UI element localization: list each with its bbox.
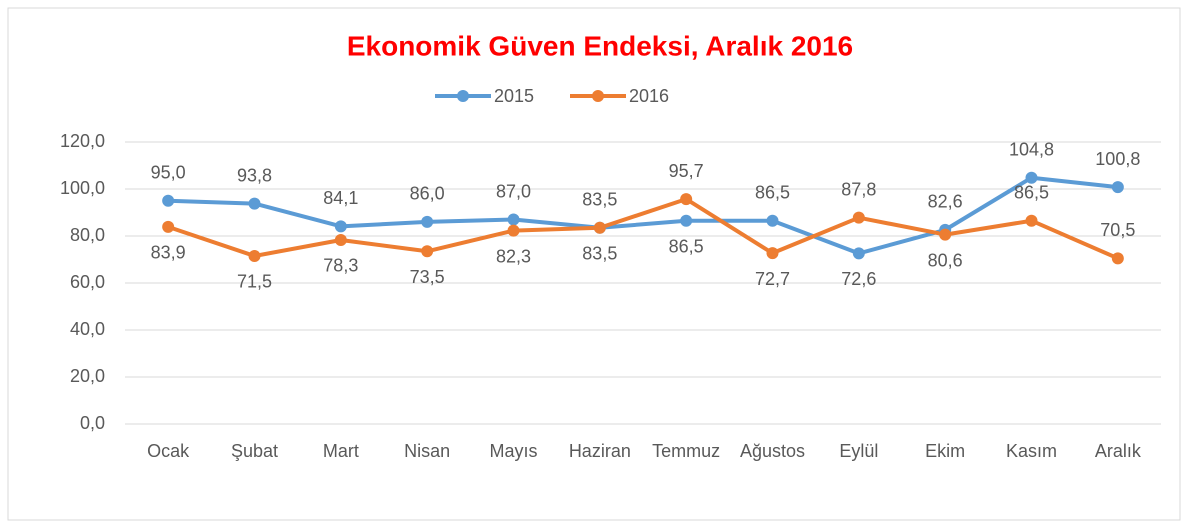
data-label: 71,5 bbox=[237, 272, 272, 292]
x-tick-label: Eylül bbox=[839, 441, 878, 461]
legend-marker bbox=[592, 90, 604, 102]
x-tick-label: Kasım bbox=[1006, 441, 1057, 461]
data-point bbox=[680, 193, 693, 206]
data-label: 86,0 bbox=[410, 184, 445, 204]
data-point bbox=[507, 224, 520, 237]
data-point bbox=[1111, 181, 1124, 194]
legend-label: 2016 bbox=[629, 86, 669, 106]
data-label: 84,1 bbox=[323, 188, 358, 208]
series-line bbox=[168, 175, 1119, 256]
data-point bbox=[507, 213, 520, 226]
data-point bbox=[680, 214, 693, 227]
y-tick-label: 0,0 bbox=[80, 413, 105, 433]
data-label: 93,8 bbox=[237, 165, 272, 185]
data-label: 82,3 bbox=[496, 246, 531, 266]
x-tick-label: Mayıs bbox=[489, 441, 537, 461]
y-tick-label: 60,0 bbox=[70, 272, 105, 292]
data-point bbox=[766, 214, 779, 227]
x-tick-label: Nisan bbox=[404, 441, 450, 461]
data-label: 83,5 bbox=[582, 244, 617, 264]
y-tick-label: 20,0 bbox=[70, 366, 105, 386]
data-point bbox=[1025, 171, 1038, 184]
data-point bbox=[852, 247, 865, 260]
data-point bbox=[593, 221, 606, 234]
y-tick-label: 120,0 bbox=[60, 131, 105, 151]
data-point bbox=[766, 247, 779, 260]
data-label: 86,5 bbox=[1014, 182, 1049, 202]
x-tick-label: Şubat bbox=[231, 441, 278, 461]
y-tick-label: 100,0 bbox=[60, 178, 105, 198]
data-label: 70,5 bbox=[1100, 220, 1135, 240]
data-label: 72,7 bbox=[755, 269, 790, 289]
data-point bbox=[248, 197, 261, 210]
x-tick-label: Aralık bbox=[1095, 441, 1142, 461]
chart-title: Ekonomik Güven Endeksi, Aralık 2016 bbox=[347, 30, 853, 61]
data-point bbox=[939, 228, 952, 241]
series-line bbox=[167, 197, 1119, 261]
data-point bbox=[1025, 214, 1038, 227]
x-tick-label: Ocak bbox=[147, 441, 190, 461]
data-label: 100,8 bbox=[1095, 149, 1140, 169]
y-tick-label: 80,0 bbox=[70, 225, 105, 245]
data-point bbox=[162, 220, 175, 233]
data-point bbox=[1111, 252, 1124, 265]
legend-label: 2015 bbox=[494, 86, 534, 106]
data-point bbox=[421, 215, 434, 228]
data-label: 86,5 bbox=[755, 182, 790, 202]
data-label: 104,8 bbox=[1009, 139, 1054, 159]
x-tick-label: Temmuz bbox=[652, 441, 720, 461]
x-tick-label: Ağustos bbox=[740, 441, 805, 461]
data-point bbox=[162, 194, 175, 207]
data-label: 95,0 bbox=[151, 163, 186, 183]
y-tick-label: 40,0 bbox=[70, 319, 105, 339]
x-tick-label: Ekim bbox=[925, 441, 965, 461]
data-point bbox=[852, 211, 865, 224]
x-tick-label: Mart bbox=[323, 441, 359, 461]
legend-marker bbox=[457, 90, 469, 102]
data-point bbox=[334, 220, 347, 233]
data-label: 95,7 bbox=[669, 161, 704, 181]
data-label: 82,6 bbox=[928, 192, 963, 212]
data-label: 87,8 bbox=[841, 179, 876, 199]
data-point bbox=[334, 233, 347, 246]
data-point bbox=[248, 249, 261, 262]
x-tick-label: Haziran bbox=[569, 441, 631, 461]
data-label: 78,3 bbox=[323, 256, 358, 276]
data-label: 80,6 bbox=[928, 250, 963, 270]
data-label: 87,0 bbox=[496, 181, 531, 201]
data-label: 86,5 bbox=[669, 236, 704, 256]
data-label: 83,5 bbox=[582, 190, 617, 210]
data-label: 83,9 bbox=[151, 243, 186, 263]
data-label: 72,6 bbox=[841, 269, 876, 289]
data-point bbox=[421, 245, 434, 258]
data-label: 73,5 bbox=[410, 267, 445, 287]
